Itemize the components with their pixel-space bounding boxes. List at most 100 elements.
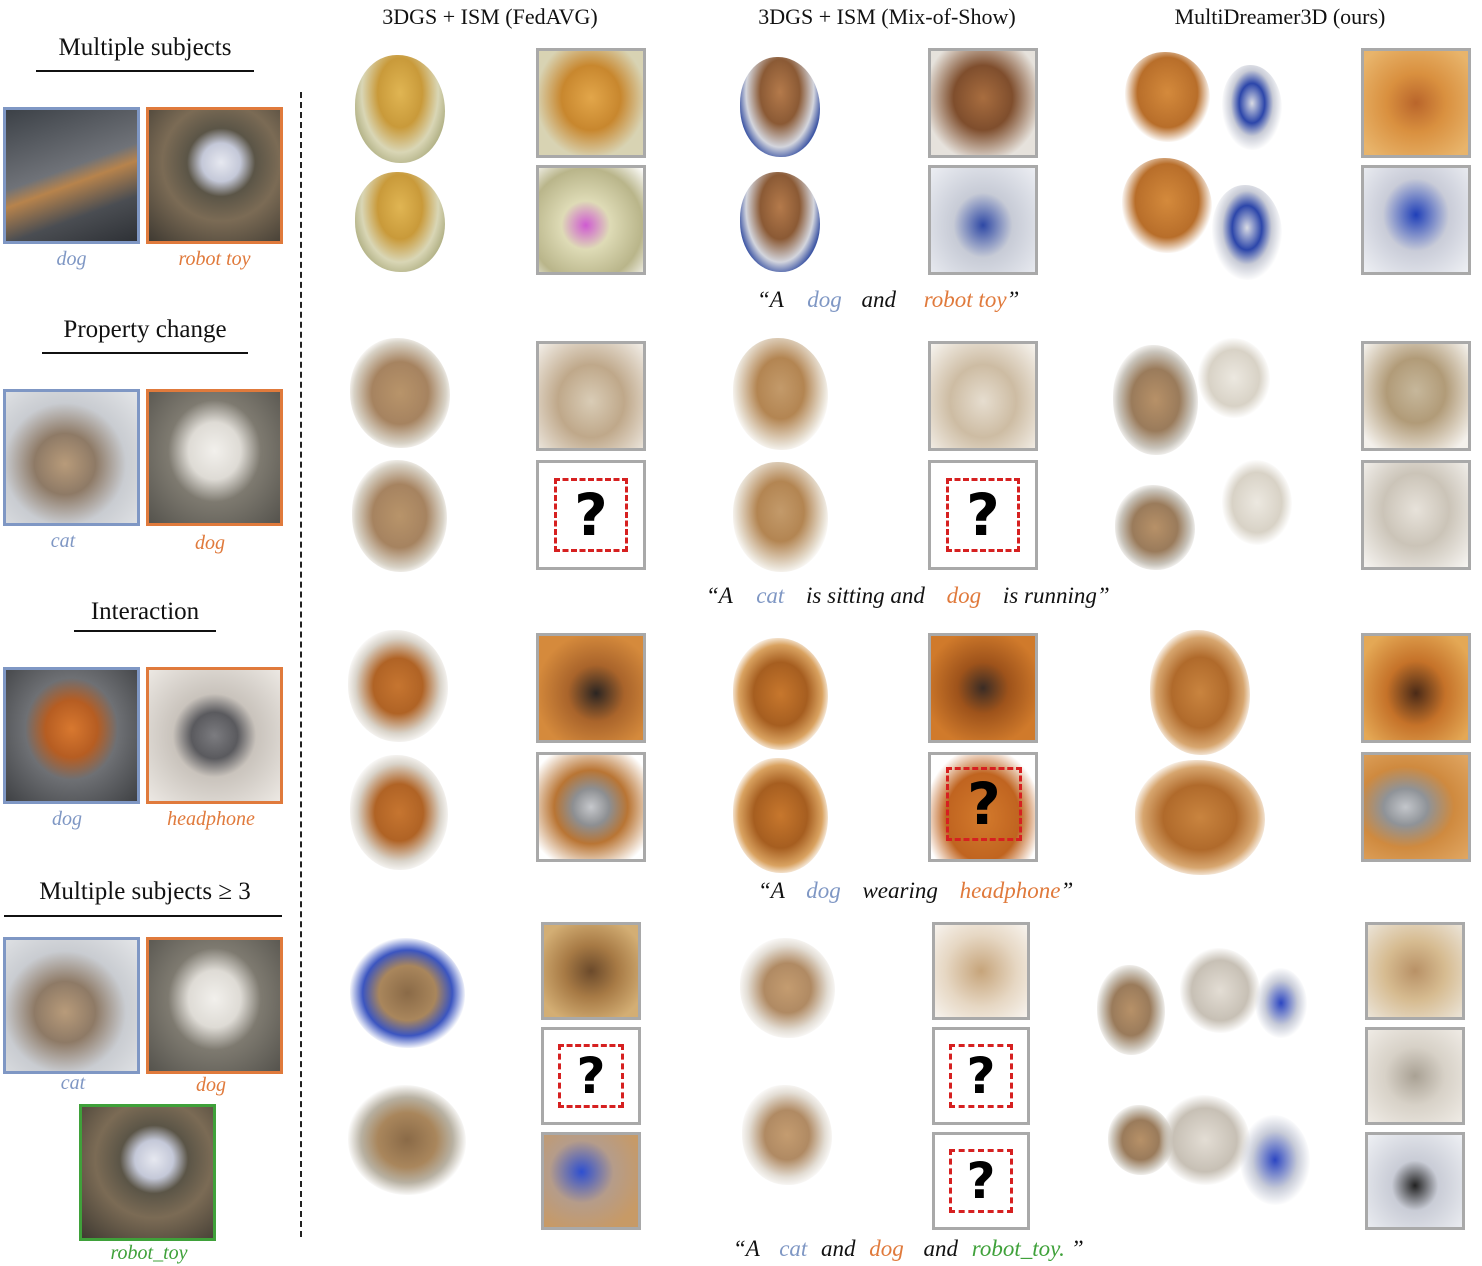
section-title-property-change: Property change <box>63 316 227 343</box>
render-fedavg-view1 <box>350 938 465 1048</box>
render-mixofshow-view1 <box>733 638 828 750</box>
zoom-ours-2 <box>1361 165 1471 275</box>
zoom-ours-1 <box>1361 341 1471 451</box>
section-divider <box>300 92 302 1237</box>
reference-label: dog <box>56 248 87 270</box>
zoom-mixofshow-2 <box>928 165 1038 275</box>
title-underline <box>42 352 248 354</box>
reference-image-cat <box>3 937 140 1074</box>
zoom-ours-2 <box>1365 1027 1465 1125</box>
question-mark-icon: ? <box>574 481 608 549</box>
zoom-ours-2 <box>1361 460 1471 570</box>
reference-label: cat <box>60 1072 86 1094</box>
render-ours-dog-view2 <box>1122 158 1212 253</box>
zoom-fedavg-1 <box>536 341 646 451</box>
prompt-caption: “A dog wearing headphone” <box>758 878 1074 903</box>
section-title-interaction: Interaction <box>90 598 200 625</box>
section-title-multiple-subjects-3: Multiple subjects ≥ 3 <box>39 878 251 905</box>
missing-subject-marker: ? <box>558 1044 624 1108</box>
column-header-ours: MultiDreamer3D (ours) <box>1174 4 1386 29</box>
zoom-fedavg-2 <box>536 752 646 862</box>
render-fedavg-view2 <box>355 172 445 272</box>
render-ours-robot-view1 <box>1255 968 1307 1038</box>
zoom-fedavg-1 <box>536 633 646 743</box>
render-ours-dog-view1 <box>1198 338 1270 418</box>
render-ours-view2 <box>1135 760 1265 875</box>
render-mixofshow-view1 <box>740 938 835 1038</box>
reference-image-cat <box>3 389 140 526</box>
render-fedavg-view2 <box>350 755 448 870</box>
reference-label: cat <box>50 530 76 552</box>
zoom-ours-1 <box>1365 922 1465 1020</box>
render-mixofshow-view2 <box>733 758 828 873</box>
zoom-mixofshow-1 <box>928 341 1038 451</box>
zoom-mixofshow-missing: ? <box>928 460 1038 570</box>
render-fedavg-view1 <box>350 338 450 448</box>
zoom-mixofshow-missing-1: ? <box>932 1027 1030 1125</box>
question-mark-icon: ? <box>966 481 1000 549</box>
missing-subject-marker: ? <box>949 1149 1013 1213</box>
reference-image-dog <box>3 667 140 804</box>
zoom-fedavg-3 <box>541 1132 641 1230</box>
zoom-mixofshow-1 <box>928 633 1038 743</box>
reference-image-headphone <box>146 667 283 804</box>
render-ours-robot-view2 <box>1240 1115 1310 1205</box>
render-fedavg-view1 <box>355 55 445 163</box>
missing-subject-marker: ? <box>946 478 1020 552</box>
title-underline <box>4 915 282 917</box>
reference-image-dog <box>146 389 283 526</box>
render-ours-cat-view1 <box>1097 965 1165 1055</box>
reference-label: dog <box>52 808 82 830</box>
render-fedavg-view2 <box>352 460 447 572</box>
section-title-multiple-subjects: Multiple subjects <box>58 34 232 61</box>
render-ours-dog-view2 <box>1160 1095 1250 1185</box>
render-mixofshow-view2 <box>740 172 820 272</box>
column-header-mixofshow: 3DGS + ISM (Mix-of-Show) <box>758 4 1016 29</box>
reference-image-dog <box>146 937 283 1074</box>
render-fedavg-view2 <box>348 1085 466 1195</box>
title-underline <box>36 70 254 72</box>
question-mark-icon: ? <box>966 1047 996 1105</box>
render-ours-cat-view1 <box>1113 345 1198 455</box>
prompt-caption: “A cat is sitting and dog is running” <box>706 583 1110 608</box>
render-ours-dog-view2 <box>1222 460 1292 545</box>
reference-image-robot-toy <box>79 1104 216 1241</box>
render-ours-view1 <box>1150 630 1250 755</box>
zoom-mixofshow-missing: ? <box>928 752 1038 862</box>
render-ours-dog-view1 <box>1180 948 1260 1033</box>
missing-subject-marker: ? <box>949 1044 1013 1108</box>
zoom-mixofshow-1 <box>928 48 1038 158</box>
render-ours-robot-view1 <box>1222 65 1282 150</box>
reference-label: dog <box>196 1074 226 1096</box>
reference-label: dog <box>195 532 225 554</box>
reference-label: headphone <box>167 808 255 830</box>
render-mixofshow-view1 <box>740 57 820 157</box>
render-ours-cat-view2 <box>1115 485 1195 570</box>
missing-subject-marker: ? <box>946 767 1022 841</box>
reference-image-robot-toy <box>146 107 283 244</box>
render-mixofshow-view2 <box>733 462 828 572</box>
render-ours-dog-view1 <box>1125 52 1210 142</box>
render-mixofshow-view1 <box>733 338 828 450</box>
reference-label: robot toy <box>178 248 251 270</box>
reference-label: robot_toy <box>110 1242 188 1264</box>
zoom-mixofshow-1 <box>932 922 1030 1020</box>
column-header-fedavg: 3DGS + ISM (FedAVG) <box>382 4 598 29</box>
zoom-fedavg-missing: ? <box>536 460 646 570</box>
zoom-fedavg-missing: ? <box>541 1027 641 1125</box>
question-mark-icon: ? <box>576 1047 606 1105</box>
render-ours-robot-view2 <box>1212 185 1282 280</box>
reference-image-dog <box>3 107 140 244</box>
zoom-fedavg-2 <box>536 165 646 275</box>
render-fedavg-view1 <box>348 630 448 742</box>
title-underline <box>74 630 216 632</box>
zoom-fedavg-1 <box>541 922 641 1020</box>
zoom-ours-3 <box>1365 1132 1465 1230</box>
zoom-ours-1 <box>1361 633 1471 743</box>
zoom-ours-1 <box>1361 48 1471 158</box>
question-mark-icon: ? <box>967 770 1001 838</box>
prompt-caption: “A dog and robot toy” <box>757 287 1020 312</box>
zoom-mixofshow-missing-2: ? <box>932 1132 1030 1230</box>
zoom-fedavg-1 <box>536 48 646 158</box>
render-mixofshow-view2 <box>742 1085 832 1185</box>
